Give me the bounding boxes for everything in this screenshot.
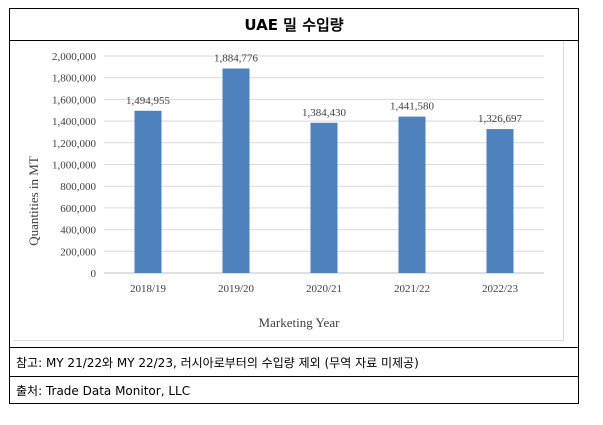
y-tick-label: 1,200,000 (52, 138, 97, 150)
data-label: 1,884,776 (214, 53, 259, 65)
y-tick-label: 200,000 (60, 246, 96, 258)
y-tick-label: 0 (91, 268, 97, 280)
bar-chart: 0 200,000 400,000 600,000 800,000 1,000,000 1,… (26, 51, 544, 330)
data-labels: 1,494,955 1,884,776 1,384,430 1,441,580 1,32… (126, 53, 523, 126)
bar-2022-23 (486, 129, 514, 273)
chart-area: 0 200,000 400,000 600,000 800,000 1,000,000 1,… (10, 41, 578, 347)
x-tick-labels: 2018/19 2019/20 2020/21 2021/22 2022/23 (130, 283, 519, 295)
bar-2019-20 (222, 68, 250, 273)
source-note: 출처: Trade Data Monitor, LLC (10, 376, 578, 403)
y-tick-label: 2,000,000 (52, 51, 97, 63)
x-tick-label: 2019/20 (218, 283, 255, 295)
y-tick-label: 400,000 (60, 225, 96, 237)
y-tick-label: 800,000 (60, 181, 96, 193)
x-tick-label: 2020/21 (306, 283, 342, 295)
y-tick-label: 1,000,000 (52, 160, 97, 172)
x-axis-label: Marketing Year (259, 315, 341, 330)
y-tick-label: 1,600,000 (52, 94, 97, 106)
y-tick-label: 1,800,000 (52, 73, 97, 85)
x-tick-label: 2021/22 (394, 283, 430, 295)
data-label: 1,326,697 (478, 113, 523, 125)
data-label: 1,441,580 (390, 101, 435, 113)
bar-2018-19 (134, 110, 162, 273)
data-label: 1,494,955 (126, 95, 171, 107)
x-tick-label: 2018/19 (130, 283, 167, 295)
y-axis-label: Quantities in MT (26, 156, 41, 246)
chart-panel: 0 200,000 400,000 600,000 800,000 1,000,000 1,… (14, 41, 564, 341)
table-title: UAE 밀 수입량 (10, 9, 578, 41)
x-tick-label: 2022/23 (482, 283, 519, 295)
bar-2021-22 (398, 116, 426, 274)
y-tick-labels: 0 200,000 400,000 600,000 800,000 1,000,000 1,… (52, 51, 97, 280)
data-label: 1,384,430 (302, 107, 347, 119)
y-tick-label: 1,400,000 (52, 116, 97, 128)
bar-2020-21 (310, 122, 338, 274)
y-tick-label: 600,000 (60, 203, 96, 215)
figure-frame: UAE 밀 수입량 0 200,000 400,000 600,000 800,000 1… (9, 8, 579, 404)
bars (134, 68, 514, 274)
footnote: 참고: MY 21/22와 MY 22/23, 러시아로부터의 수입량 제외 (… (10, 347, 578, 376)
